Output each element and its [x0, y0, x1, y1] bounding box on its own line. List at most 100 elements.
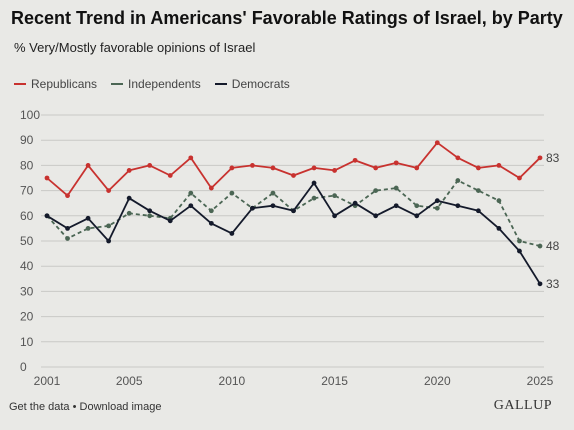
republicans-point-2009	[208, 185, 214, 191]
republicans-point-2023	[496, 163, 502, 168]
independents-point-2021	[455, 178, 461, 183]
democrats-swatch	[214, 83, 227, 85]
republicans-point-2007	[167, 173, 173, 178]
footer-links[interactable]: Get the data • Download image	[9, 401, 162, 413]
democrats-line	[46, 182, 541, 285]
republicans-point-2012	[270, 165, 276, 171]
democrats-point-2004	[106, 238, 112, 244]
x-tick-label-2020: 2020	[424, 374, 451, 388]
independents-point-2015	[332, 193, 337, 199]
democrats-point-2001	[44, 213, 50, 219]
independents-point-2008	[188, 190, 194, 196]
republicans-point-2019	[414, 165, 420, 171]
republicans-line	[46, 141, 541, 197]
democrats-point-2005	[126, 195, 132, 201]
democrats-point-2022	[475, 208, 481, 214]
independents-swatch	[111, 83, 124, 85]
republicans-point-2004	[106, 188, 112, 193]
independents-point-2020	[434, 205, 440, 211]
legend-item-republicans[interactable]: Republicans	[14, 77, 97, 91]
legend-label-independents: Independents	[128, 77, 201, 91]
democrats-end-label: 33	[546, 277, 560, 291]
republicans-point-2003	[85, 163, 91, 168]
chart-title: Recent Trend in Americans' Favorable Rat…	[11, 8, 563, 28]
chart-subtitle: % Very/Mostly favorable opinions of Isra…	[14, 40, 256, 55]
republicans-point-2022	[475, 165, 481, 171]
line-chart: 0 10 20 30 40 50 60 70 80 90 100 2001 2005 2010 2015 20…	[20, 108, 560, 388]
democrats-point-2023	[496, 226, 502, 231]
republicans-point-2021	[455, 155, 461, 161]
independents-point-2019	[414, 203, 420, 209]
republicans-point-2002	[65, 193, 70, 199]
democrats-point-2019	[414, 213, 420, 219]
y-tick-label-100: 100	[20, 108, 40, 122]
independents-point-2003	[85, 226, 91, 231]
y-tick-label-0: 0	[20, 360, 27, 374]
independents-point-2017	[373, 188, 379, 193]
independents-point-2010	[229, 190, 235, 196]
republicans-swatch	[14, 83, 26, 85]
democrats-point-2008	[188, 203, 194, 209]
legend-label-democrats: Democrats	[231, 77, 290, 91]
democrats-point-2017	[373, 213, 379, 219]
republicans-point-2024	[517, 175, 522, 181]
independents-point-2004	[106, 223, 112, 229]
republicans-point-2020	[434, 140, 440, 146]
republicans-point-2001	[44, 175, 50, 181]
democrats-point-2002	[65, 226, 70, 231]
independents-point-2009	[208, 208, 214, 214]
y-tick-label-60: 60	[20, 209, 34, 223]
republicans-point-2010	[229, 165, 235, 171]
y-tick-label-20: 20	[20, 310, 34, 324]
legend: Republicans Independents Democrats	[14, 77, 290, 91]
republicans-point-2017	[373, 165, 379, 171]
y-tick-label-90: 90	[20, 133, 34, 147]
y-tick-label-50: 50	[20, 234, 34, 248]
democrats-point-2015	[332, 213, 337, 219]
y-tick-label-10: 10	[20, 335, 34, 349]
independents-point-2005	[126, 210, 132, 216]
republicans-point-2013	[291, 173, 296, 178]
independents-point-2014	[311, 195, 317, 201]
democrats-point-2012	[270, 203, 276, 209]
democrats-point-2016	[352, 200, 358, 206]
democrats-point-2003	[85, 215, 91, 221]
republicans-point-2015	[332, 168, 337, 173]
y-tick-label-80: 80	[20, 158, 34, 172]
republicans-point-2005	[126, 168, 132, 173]
democrats-point-2021	[455, 203, 461, 209]
democrats-point-2007	[167, 218, 173, 224]
independents-end-label: 48	[546, 239, 560, 253]
y-tick-label-70: 70	[20, 184, 34, 198]
legend-item-democrats[interactable]: Democrats	[214, 77, 290, 91]
independents-point-2002	[65, 236, 70, 241]
democrats-point-2025	[537, 281, 543, 287]
republicans-point-2008	[188, 155, 194, 161]
republicans-point-2006	[147, 163, 153, 168]
democrats-point-2018	[393, 203, 399, 209]
legend-label-republicans: Republicans	[31, 77, 98, 91]
republicans-point-2014	[311, 165, 317, 171]
democrats-point-2011	[250, 205, 255, 211]
democrats-point-2010	[229, 231, 235, 236]
x-tick-label-2010: 2010	[219, 374, 246, 388]
x-tick-label-2005: 2005	[116, 374, 143, 388]
democrats-point-2013	[291, 208, 296, 214]
independents-point-2006	[147, 213, 153, 219]
independents-point-2023	[496, 198, 502, 204]
democrats-point-2020	[434, 198, 440, 204]
republicans-point-2018	[393, 160, 399, 166]
x-tick-label-2015: 2015	[321, 374, 348, 388]
democrats-point-2024	[517, 248, 522, 254]
y-tick-label-40: 40	[20, 259, 34, 273]
republicans-point-2016	[352, 157, 358, 163]
independents-point-2025	[537, 243, 543, 249]
independents-point-2012	[270, 190, 276, 196]
x-tick-label-2001: 2001	[34, 374, 61, 388]
x-tick-label-2025: 2025	[527, 374, 554, 388]
gallup-logo: GALLUP	[493, 398, 552, 413]
republicans-point-2025	[537, 155, 543, 161]
y-tick-label-30: 30	[20, 284, 34, 298]
democrats-point-2009	[208, 220, 214, 226]
legend-item-independents[interactable]: Independents	[111, 77, 201, 91]
